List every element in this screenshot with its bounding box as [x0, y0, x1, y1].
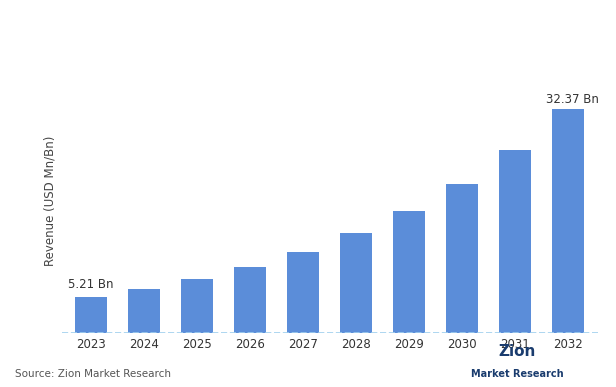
- Text: 32.37 Bn: 32.37 Bn: [546, 93, 599, 106]
- Bar: [500, 150, 531, 333]
- Text: CAGR : 22.50%: CAGR : 22.50%: [92, 117, 216, 132]
- Text: 2024-2032 (USD Billion): 2024-2032 (USD Billion): [314, 21, 529, 39]
- Bar: [340, 233, 372, 333]
- Bar: [75, 297, 107, 333]
- Text: Source: Zion Market Research: Source: Zion Market Research: [15, 369, 171, 379]
- Y-axis label: Revenue (USD Mn/Bn): Revenue (USD Mn/Bn): [43, 136, 56, 266]
- Bar: [393, 211, 425, 333]
- Bar: [553, 109, 584, 333]
- Bar: [181, 279, 213, 333]
- Text: Market Research: Market Research: [471, 370, 564, 379]
- Bar: [234, 267, 266, 333]
- Bar: [287, 252, 319, 333]
- Text: 5.21 Bn: 5.21 Bn: [68, 278, 114, 291]
- Bar: [128, 289, 160, 333]
- Text: Global Wireless Charging ICs Market,: Global Wireless Charging ICs Market,: [15, 21, 408, 39]
- Text: Zion: Zion: [499, 344, 536, 359]
- Bar: [447, 184, 478, 333]
